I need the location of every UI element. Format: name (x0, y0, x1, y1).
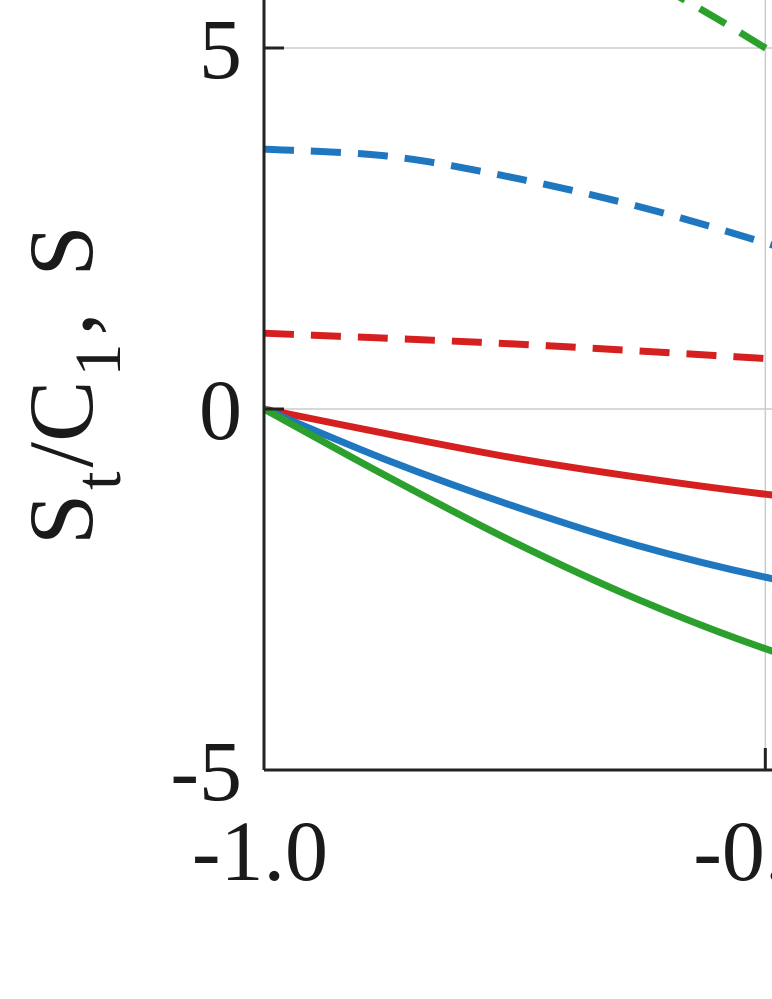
series-line-blue-solid (262, 405, 772, 583)
axes (262, 0, 772, 772)
y-tick-label-0: -5 (170, 723, 242, 819)
series-line-blue-dashed (263, 145, 772, 249)
x-tick-label-0: -1.0 (192, 803, 328, 899)
y-axis-label: S t /C 1 , S (10, 225, 135, 545)
series-line-red-solid (263, 405, 772, 499)
tick-labels: -5 0 5 -1.0 -0.6 (170, 1, 772, 899)
y-axis-label-text: S t /C 1 , S (10, 225, 135, 545)
series-line-green-solid (262, 405, 772, 655)
ylabel-part-3: 1 (62, 344, 135, 377)
data-series (262, 0, 772, 655)
ylabel-part-0: S (10, 494, 112, 545)
ylabel-part-4: , (10, 313, 112, 336)
y-tick-label-2: 5 (199, 1, 242, 97)
y-tick-label-1: 0 (199, 362, 242, 458)
ylabel-part-5: S (10, 225, 112, 276)
ylabel-part-1: t (62, 471, 135, 489)
x-tick-label-1: -0.6 (693, 803, 772, 899)
series-line-green-dashed (677, 0, 772, 57)
ylabel-part-2: /C (10, 381, 112, 468)
series-line-red-dashed (263, 329, 772, 363)
